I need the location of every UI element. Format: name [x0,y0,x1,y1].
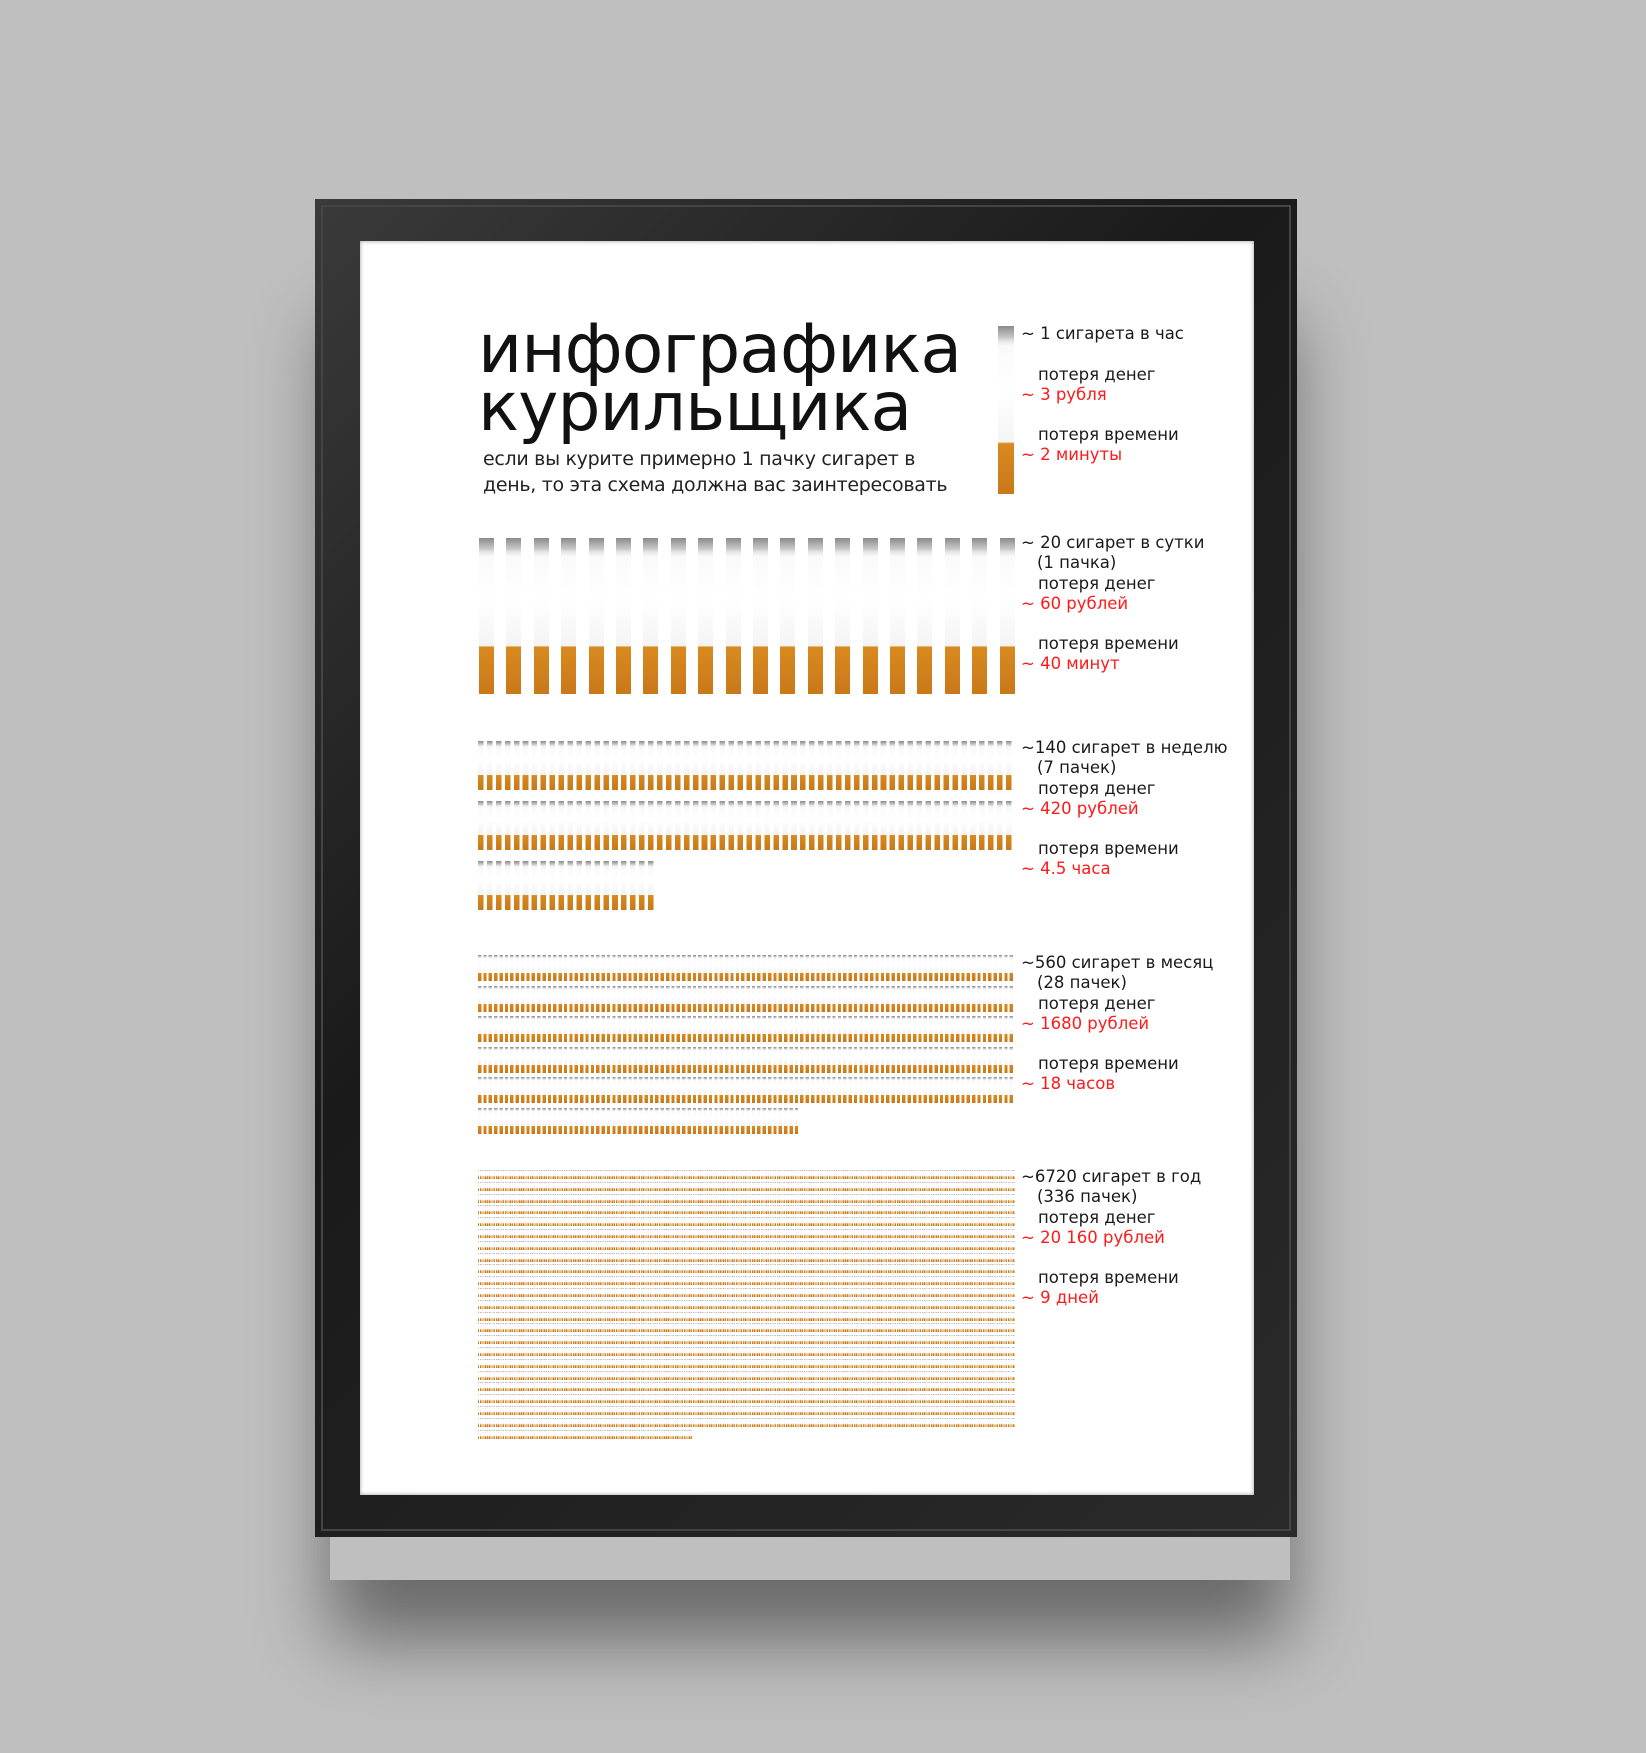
cigarette-day [561,538,577,694]
section-5-packs: (336 пачек) [1037,1187,1138,1206]
cigarette-day [890,538,905,694]
cigarettes-month-row [478,955,1015,981]
cigarette-day [835,538,851,694]
cigarette-day [670,538,686,694]
section-2-time-value: ~ 40 минут [1021,654,1120,673]
cigarettes-year-row [478,1299,1015,1309]
cigarettes-year-row [478,1240,1015,1250]
cigarette-day [862,538,878,694]
cigarettes-year-row [478,1382,1015,1392]
cigarettes-year-row [478,1264,1015,1274]
section-5-money-label: потеря денег [1038,1208,1156,1227]
cigarette-day [780,538,796,694]
section-1-time-value: ~ 2 минуты [1021,445,1123,464]
cigarettes-month-row [478,1107,801,1134]
cigarette-hour [998,326,1014,494]
cigarettes-month-row [478,1016,1015,1042]
cigarettes-year-row [478,1205,1015,1215]
cigarettes-year-row [478,1347,1015,1356]
cigarettes-year-row [478,1311,1015,1321]
cigarettes-year-row [478,1252,1015,1262]
cigarettes-year-row [478,1181,1015,1191]
section-3-packs: (7 пачек) [1037,758,1117,777]
section-3-time-label: потеря времени [1038,839,1179,858]
cigarette-day [479,538,494,694]
cigarettes-year-row [478,1193,1015,1203]
cigarettes-week-row [478,741,1015,790]
cigarettes-week-row [478,861,657,910]
cigarettes-year-row [478,1417,1015,1427]
cigarettes-year-row [478,1170,1015,1179]
cigarette-day [753,538,768,694]
cigarettes-month-row [478,1077,1015,1103]
cigarettes-week-row [478,801,1015,850]
cigarettes-year-row [478,1370,1015,1380]
section-2-count: ~ 20 сигарет в сутки [1021,533,1205,552]
cigarette-day [807,538,823,694]
cigarettes-year-row [478,1394,1015,1404]
cigarettes-year-row [478,1323,1015,1333]
section-1-money-label: потеря денег [1038,365,1156,384]
section-4-time-label: потеря времени [1038,1054,1179,1073]
title-line-2: курильщика [478,368,912,447]
section-3-money-label: потеря денег [1038,779,1156,798]
cigarettes-year-row [478,1335,1015,1345]
subtitle-line-2: день, то эта схема должна вас заинтересо… [483,474,948,496]
cigarette-day [999,538,1015,694]
section-2-time-label: потеря времени [1038,634,1179,653]
cigarette-day [643,538,659,694]
cigarette-day [533,538,549,694]
cigarettes-year-row [478,1276,1015,1286]
cigarettes-year-row [478,1217,1015,1227]
section-1-time-label: потеря времени [1038,425,1179,444]
section-4-money-label: потеря денег [1038,994,1156,1013]
section-2-packs: (1 пачка) [1037,553,1117,572]
section-1-money-value: ~ 3 рубля [1021,385,1107,404]
cigarettes-year-row [478,1406,1015,1415]
cigarettes-year-row [478,1429,693,1439]
cigarette-day [588,538,604,694]
section-2-money-value: ~ 60 рублей [1021,594,1129,613]
section-3-time-value: ~ 4.5 часа [1021,859,1111,878]
section-3-money-value: ~ 420 рублей [1021,799,1139,818]
cigarette-day [725,538,741,694]
section-5-time-value: ~ 9 дней [1021,1288,1099,1307]
cigarettes-year-row [478,1288,1015,1297]
section-1-count: ~ 1 сигарета в час [1021,324,1184,343]
cigarette-day [972,538,988,694]
cigarette-day [698,538,714,694]
section-5-money-value: ~ 20 160 рублей [1021,1228,1165,1247]
section-4-time-value: ~ 18 часов [1021,1074,1116,1093]
cigarettes-month-row [478,985,1015,1012]
section-5-time-label: потеря времени [1038,1268,1179,1287]
section-4-money-value: ~ 1680 рублей [1021,1014,1150,1033]
section-4-count: ~560 сигарет в месяц [1021,953,1214,972]
subtitle-line-1: если вы курите примерно 1 пачку сигарет … [483,448,916,470]
section-3-count: ~140 сигарет в неделю [1021,738,1228,757]
section-5-count: ~6720 сигарет в год [1021,1167,1202,1186]
cigarettes-month-row [478,1046,1015,1073]
cigarettes-year-row [478,1358,1015,1368]
cigarette-day [616,538,631,694]
title-line-1: инфографика [478,310,962,389]
cigarette-day [506,538,522,694]
cigarette-day [917,538,933,694]
cigarette-day [944,538,960,694]
section-4-packs: (28 пачек) [1037,973,1127,992]
section-2-money-label: потеря денег [1038,574,1156,593]
cigarettes-year-row [478,1229,1015,1238]
